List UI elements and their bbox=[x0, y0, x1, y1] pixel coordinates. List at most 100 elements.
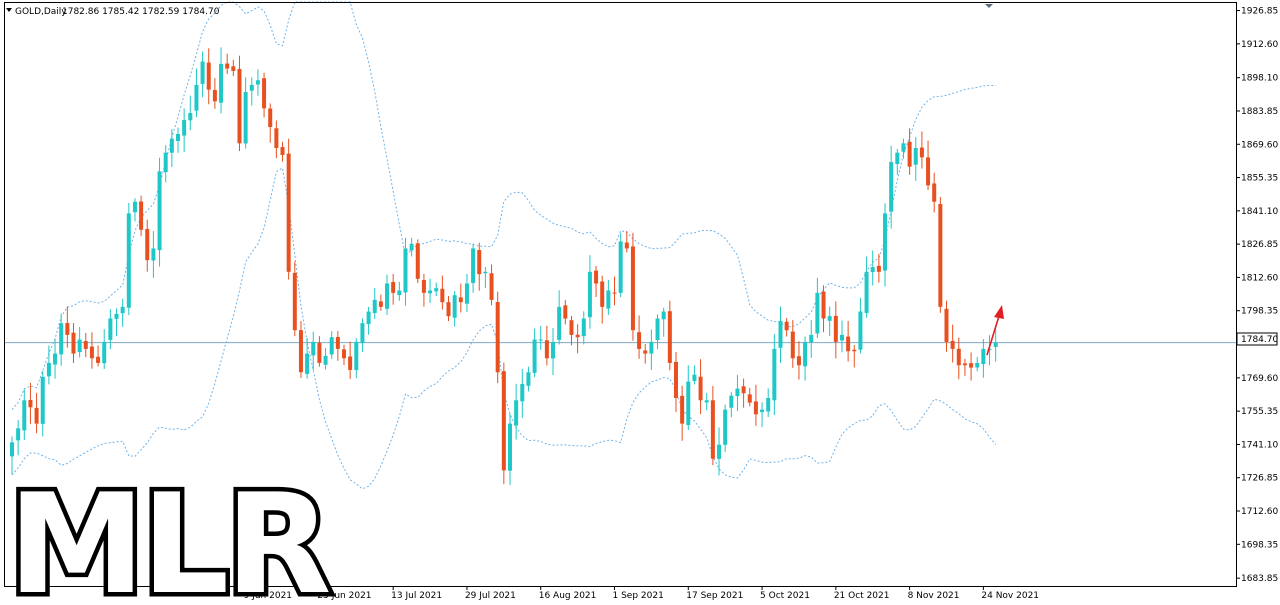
candle-bull bbox=[163, 152, 168, 173]
price-tick-label: 1912.60 bbox=[1241, 40, 1278, 50]
candle-bear bbox=[563, 305, 568, 319]
time-tick-label: 21 Oct 2021 bbox=[834, 591, 890, 601]
time-tick-label: 17 Sep 2021 bbox=[686, 591, 743, 601]
candle-bear bbox=[501, 371, 506, 471]
price-tick-label: 1898.10 bbox=[1241, 74, 1278, 84]
candle-bull bbox=[514, 400, 519, 426]
candle-bull bbox=[157, 171, 162, 251]
price-tag-label: 1784.70 bbox=[1241, 335, 1278, 345]
price-tick-label: 1726.85 bbox=[1241, 474, 1278, 484]
candle-bear bbox=[348, 356, 353, 370]
candle-bear bbox=[600, 281, 605, 307]
candle-bear bbox=[698, 376, 703, 401]
time-tick-label: 13 Jul 2021 bbox=[391, 591, 442, 601]
candle-bull bbox=[538, 339, 543, 341]
candle-bull bbox=[717, 444, 722, 459]
time-tick-label: 25 Jun 2021 bbox=[317, 591, 371, 601]
candle-bear bbox=[833, 315, 838, 342]
candle-bear bbox=[206, 62, 211, 90]
candle-bull bbox=[649, 341, 654, 354]
candle-bear bbox=[938, 203, 943, 307]
price-tag: 1784.70 bbox=[1236, 332, 1278, 346]
candle-bull bbox=[46, 362, 51, 377]
candle-bear bbox=[446, 302, 451, 317]
candle-bear bbox=[907, 141, 912, 167]
candle-bear bbox=[298, 330, 303, 373]
candle-bull bbox=[692, 374, 697, 381]
candle-bear bbox=[262, 78, 267, 109]
candle-bull bbox=[471, 248, 476, 284]
price-tick-label: 1755.35 bbox=[1241, 407, 1278, 417]
candle-bull bbox=[913, 148, 918, 165]
candle-bull bbox=[993, 342, 998, 347]
candle-bull bbox=[120, 306, 125, 314]
candle-bull bbox=[249, 84, 254, 91]
candle-bull bbox=[839, 334, 844, 341]
price-axis[interactable]: 1926.85 1912.60 1898.10 1883.85 1869.60 1855.… bbox=[1236, 7, 1278, 585]
candle-bear bbox=[391, 282, 396, 293]
shift-marker-icon[interactable] bbox=[985, 4, 993, 8]
candle-bear bbox=[28, 400, 33, 408]
candle-bull bbox=[329, 337, 334, 355]
candle-bull bbox=[385, 283, 390, 309]
candle-bull bbox=[760, 409, 765, 413]
candle-bull bbox=[551, 341, 556, 359]
candle-bull bbox=[311, 341, 316, 356]
dropdown-triangle-icon[interactable] bbox=[6, 8, 12, 12]
candle-bear bbox=[495, 301, 500, 373]
candle-bear bbox=[415, 243, 420, 279]
candle-bull bbox=[200, 61, 205, 84]
candle-bear bbox=[286, 153, 291, 272]
price-tag-box bbox=[1236, 332, 1278, 346]
trend-arrow-shaft bbox=[986, 315, 1000, 356]
candle-bull bbox=[409, 243, 414, 251]
candle-bear bbox=[926, 157, 931, 186]
candle-bull bbox=[766, 397, 771, 412]
candle-bull bbox=[323, 355, 328, 365]
time-tick-label: 5 Oct 2021 bbox=[760, 591, 810, 601]
candle-bull bbox=[16, 428, 21, 441]
candle-bull bbox=[526, 372, 531, 386]
time-axis[interactable]: 9 Jun 2021 25 Jun 2021 13 Jul 2021 29 Jul 2… bbox=[244, 586, 1039, 601]
candle-bull bbox=[587, 271, 592, 318]
candle-bull bbox=[520, 383, 525, 402]
price-tick-label: 1741.10 bbox=[1241, 440, 1278, 450]
candle-bull bbox=[532, 339, 537, 373]
candle-bear bbox=[643, 350, 648, 354]
candle-bull bbox=[729, 395, 734, 408]
candle-bull bbox=[661, 311, 666, 320]
candle-bear bbox=[852, 349, 857, 352]
candle-bear bbox=[65, 323, 70, 335]
candle-bull bbox=[809, 334, 814, 343]
candle-bear bbox=[96, 356, 101, 363]
price-tick-label: 1869.60 bbox=[1241, 140, 1278, 150]
candle-bull bbox=[864, 271, 869, 313]
time-tick-label: 1 Sep 2021 bbox=[613, 591, 664, 601]
candle-bull bbox=[132, 201, 137, 213]
candle-bear bbox=[335, 336, 340, 349]
candle-bull bbox=[655, 318, 660, 341]
candle-bear bbox=[624, 242, 629, 249]
candle-bear bbox=[378, 301, 383, 307]
price-tick-label: 1855.35 bbox=[1241, 174, 1278, 184]
candle-bull bbox=[151, 248, 156, 261]
candle-bear bbox=[292, 272, 297, 331]
plot-frame bbox=[4, 2, 1237, 587]
candle-bear bbox=[458, 297, 463, 303]
candle-bear bbox=[612, 292, 617, 294]
price-tick-label: 1926.85 bbox=[1241, 7, 1278, 17]
candle-bull bbox=[53, 353, 58, 365]
candle-bull bbox=[507, 423, 512, 471]
candle-bull bbox=[772, 348, 777, 401]
candle-bull bbox=[704, 400, 709, 403]
candle-bear bbox=[821, 291, 826, 319]
candle-bull bbox=[169, 138, 174, 153]
watermark-logo: MLR bbox=[8, 464, 329, 605]
candle-bear bbox=[790, 331, 795, 359]
candle-bull bbox=[255, 80, 260, 85]
candle-bear bbox=[569, 320, 574, 335]
candle-bear bbox=[637, 332, 642, 349]
candle-bear bbox=[956, 348, 961, 366]
candle-bull bbox=[305, 353, 310, 374]
